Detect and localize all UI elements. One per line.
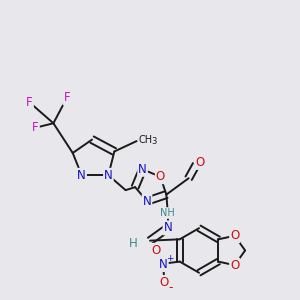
Text: O: O [151,244,160,257]
Text: F: F [32,121,39,134]
Text: O: O [156,170,165,183]
Text: -: - [168,281,173,294]
Text: N: N [143,195,152,208]
Text: O: O [195,156,204,169]
Text: N: N [159,258,168,271]
Text: O: O [159,276,169,289]
Text: F: F [26,96,33,109]
Text: NH: NH [160,208,175,218]
Text: +: + [166,254,174,262]
Text: N: N [138,163,147,176]
Text: N: N [164,221,172,234]
Text: N: N [104,169,113,182]
Text: CH: CH [138,135,152,145]
Text: 3: 3 [151,137,156,146]
Text: F: F [64,92,70,104]
Text: N: N [77,169,86,182]
Text: H: H [129,236,138,250]
Text: O: O [230,259,239,272]
Text: O: O [230,229,239,242]
